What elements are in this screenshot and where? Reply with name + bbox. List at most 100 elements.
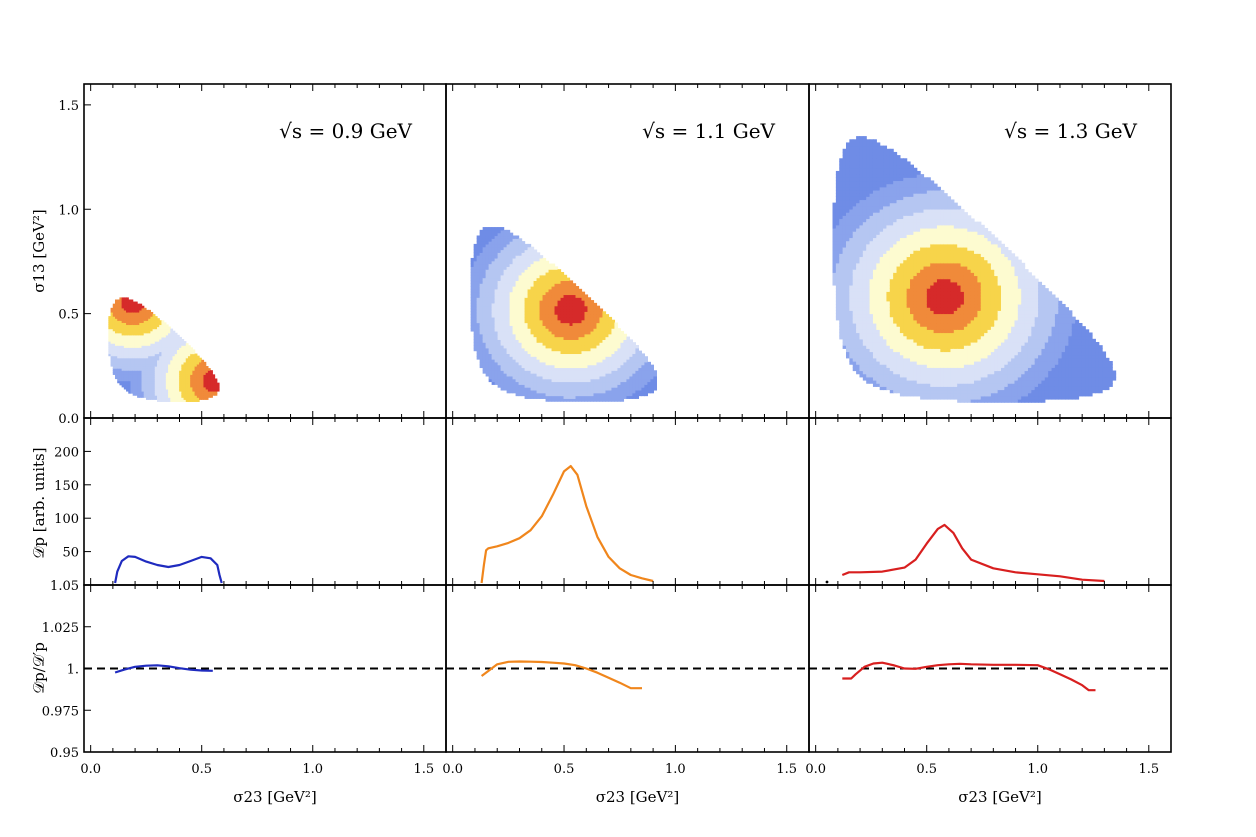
- heatmap-cell: [185, 399, 189, 402]
- heatmap-cell: [584, 356, 589, 360]
- heatmap-cell: [593, 311, 598, 315]
- heatmap-cell: [527, 305, 532, 310]
- heatmap-cell: [503, 274, 508, 279]
- heatmap-cell: [152, 397, 156, 400]
- heatmap-cell: [503, 241, 508, 245]
- heatmap-cell: [494, 353, 499, 357]
- heatmap-cell: [176, 341, 180, 344]
- heatmap-cell: [572, 308, 577, 312]
- heatmap-cell: [114, 299, 118, 303]
- heatmap-cell: [530, 356, 535, 360]
- heatmap-cell: [611, 395, 616, 399]
- heatmap-cell: [132, 347, 136, 350]
- heatmap-cell: [869, 205, 874, 210]
- heatmap-cell: [130, 309, 134, 313]
- heatmap-cell: [566, 288, 571, 293]
- heatmap-cell: [608, 395, 613, 399]
- heatmap-cell: [108, 330, 112, 334]
- heatmap-cell: [509, 387, 514, 391]
- heatmap-cell: [629, 353, 634, 357]
- heatmap-cell: [165, 330, 169, 334]
- heatmap-cell: [849, 319, 854, 324]
- heatmap-cell: [192, 370, 196, 373]
- heatmap-cell: [533, 316, 538, 321]
- heatmap-cell: [500, 373, 505, 377]
- heatmap-cell: [524, 297, 529, 301]
- heatmap-cell: [542, 356, 547, 360]
- heatmap-cell: [581, 314, 586, 318]
- heatmap-cell: [482, 314, 487, 318]
- heatmap-cell: [590, 305, 595, 310]
- heatmap-cell: [128, 343, 132, 346]
- heatmap-cell: [176, 388, 180, 392]
- heatmap-cell: [476, 241, 481, 245]
- heatmap-cell: [539, 269, 544, 273]
- heatmap-cell: [121, 318, 125, 321]
- heatmap-cell: [542, 367, 547, 371]
- heatmap-cell: [859, 335, 864, 340]
- heatmap-cell: [512, 255, 517, 259]
- heatmap-cell: [497, 294, 502, 298]
- heatmap-cell: [835, 170, 840, 175]
- heatmap-cell: [572, 288, 577, 293]
- heatmap-cell: [128, 384, 132, 388]
- heatmap-cell: [521, 367, 526, 371]
- heatmap-cell: [190, 395, 194, 398]
- heatmap-cell: [872, 193, 877, 197]
- heatmap-cell: [108, 351, 112, 355]
- heatmap-cell: [572, 283, 577, 287]
- heatmap-cell: [832, 256, 837, 261]
- heatmap-cell: [134, 372, 138, 375]
- heatmap-cell: [110, 322, 114, 326]
- heatmap-cell: [557, 387, 562, 391]
- heatmap-cell: [148, 324, 151, 328]
- heatmap-cell: [500, 316, 505, 321]
- heatmap-cell: [512, 235, 517, 239]
- heatmap-cell: [201, 374, 205, 378]
- heatmap-cell: [128, 341, 132, 344]
- heatmap-cell: [479, 361, 484, 366]
- heatmap-cell: [163, 359, 167, 363]
- heatmap-cell: [551, 392, 556, 397]
- heatmap-cell: [485, 286, 490, 290]
- heatmap-cell: [473, 291, 478, 296]
- heatmap-cell: [611, 353, 616, 357]
- heatmap-cell: [145, 341, 149, 344]
- heatmap-cell: [563, 367, 568, 371]
- heatmap-cell: [521, 249, 526, 253]
- heatmap-cell: [500, 378, 505, 383]
- heatmap-cell: [620, 336, 625, 340]
- heatmap-cell: [503, 319, 508, 324]
- heatmap-cell: [551, 302, 556, 307]
- heatmap-cell: [605, 330, 610, 335]
- heatmap-cell: [176, 355, 180, 359]
- heatmap-cell: [183, 357, 187, 361]
- heatmap-cell: [143, 351, 147, 355]
- heatmap-cell: [515, 294, 520, 298]
- heatmap-cell: [488, 370, 493, 374]
- heatmap-cell: [617, 344, 622, 349]
- heatmap-cell: [119, 372, 123, 375]
- heatmap-cell: [212, 378, 216, 382]
- heatmap-cell: [117, 322, 121, 326]
- heatmap-cell: [545, 342, 550, 346]
- heatmap-cell: [852, 215, 857, 220]
- heatmap-cell: [542, 316, 547, 321]
- heatmap-cell: [835, 300, 840, 305]
- heatmap-cell: [581, 325, 586, 329]
- heatmap-cell: [518, 269, 523, 273]
- heatmap-cell: [157, 376, 160, 380]
- heatmap-cell: [128, 372, 132, 375]
- heatmap-cell: [584, 367, 589, 371]
- heatmap-cell: [869, 376, 874, 381]
- heatmap-cell: [163, 357, 167, 361]
- heatmap-cell: [866, 272, 871, 277]
- heatmap-cell: [862, 193, 867, 197]
- heatmap-cell: [192, 355, 196, 359]
- heatmap-cell: [110, 309, 114, 313]
- heatmap-cell: [842, 322, 847, 327]
- heatmap-cell: [128, 307, 132, 311]
- heatmap-cell: [506, 269, 511, 273]
- heatmap-cell: [602, 328, 607, 332]
- heatmap-cell: [859, 174, 864, 178]
